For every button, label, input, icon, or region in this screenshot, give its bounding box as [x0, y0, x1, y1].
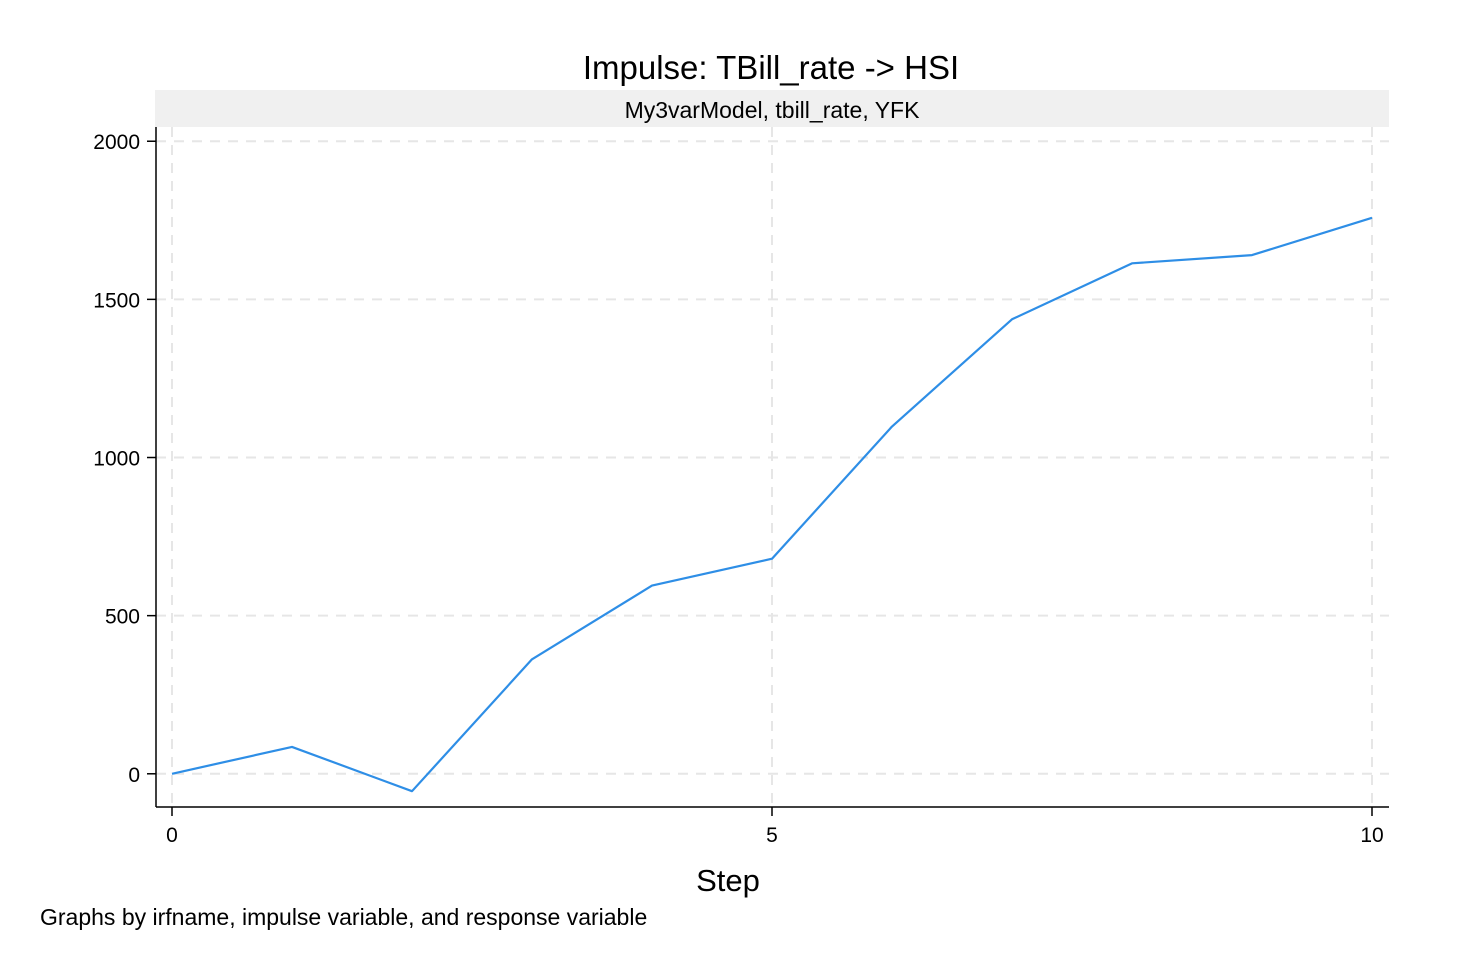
x-axis-label: Step — [696, 863, 760, 898]
axes — [147, 127, 1389, 816]
x-tick-label: 5 — [766, 824, 778, 847]
x-tick-label: 10 — [1360, 824, 1383, 847]
chart-subtitle: My3varModel, tbill_rate, YFK — [625, 97, 921, 123]
series-line — [171, 216, 1373, 793]
grid-lines — [156, 127, 1389, 807]
x-tick-label: 0 — [166, 824, 178, 847]
graph-note: Graphs by irfname, impulse variable, and… — [40, 904, 647, 930]
y-tick-label: 2000 — [93, 131, 140, 154]
subtitle-band — [155, 90, 1389, 127]
y-tick-label: 500 — [105, 606, 140, 629]
y-tick-label: 1500 — [93, 289, 140, 312]
chart-title: Impulse: TBill_rate -> HSI — [583, 49, 959, 86]
y-tick-label: 0 — [128, 764, 140, 787]
tick-labels: 0 500 1000 1500 2000 0 5 10 — [93, 131, 1383, 847]
y-tick-label: 1000 — [93, 448, 140, 471]
series-group — [171, 216, 1373, 793]
